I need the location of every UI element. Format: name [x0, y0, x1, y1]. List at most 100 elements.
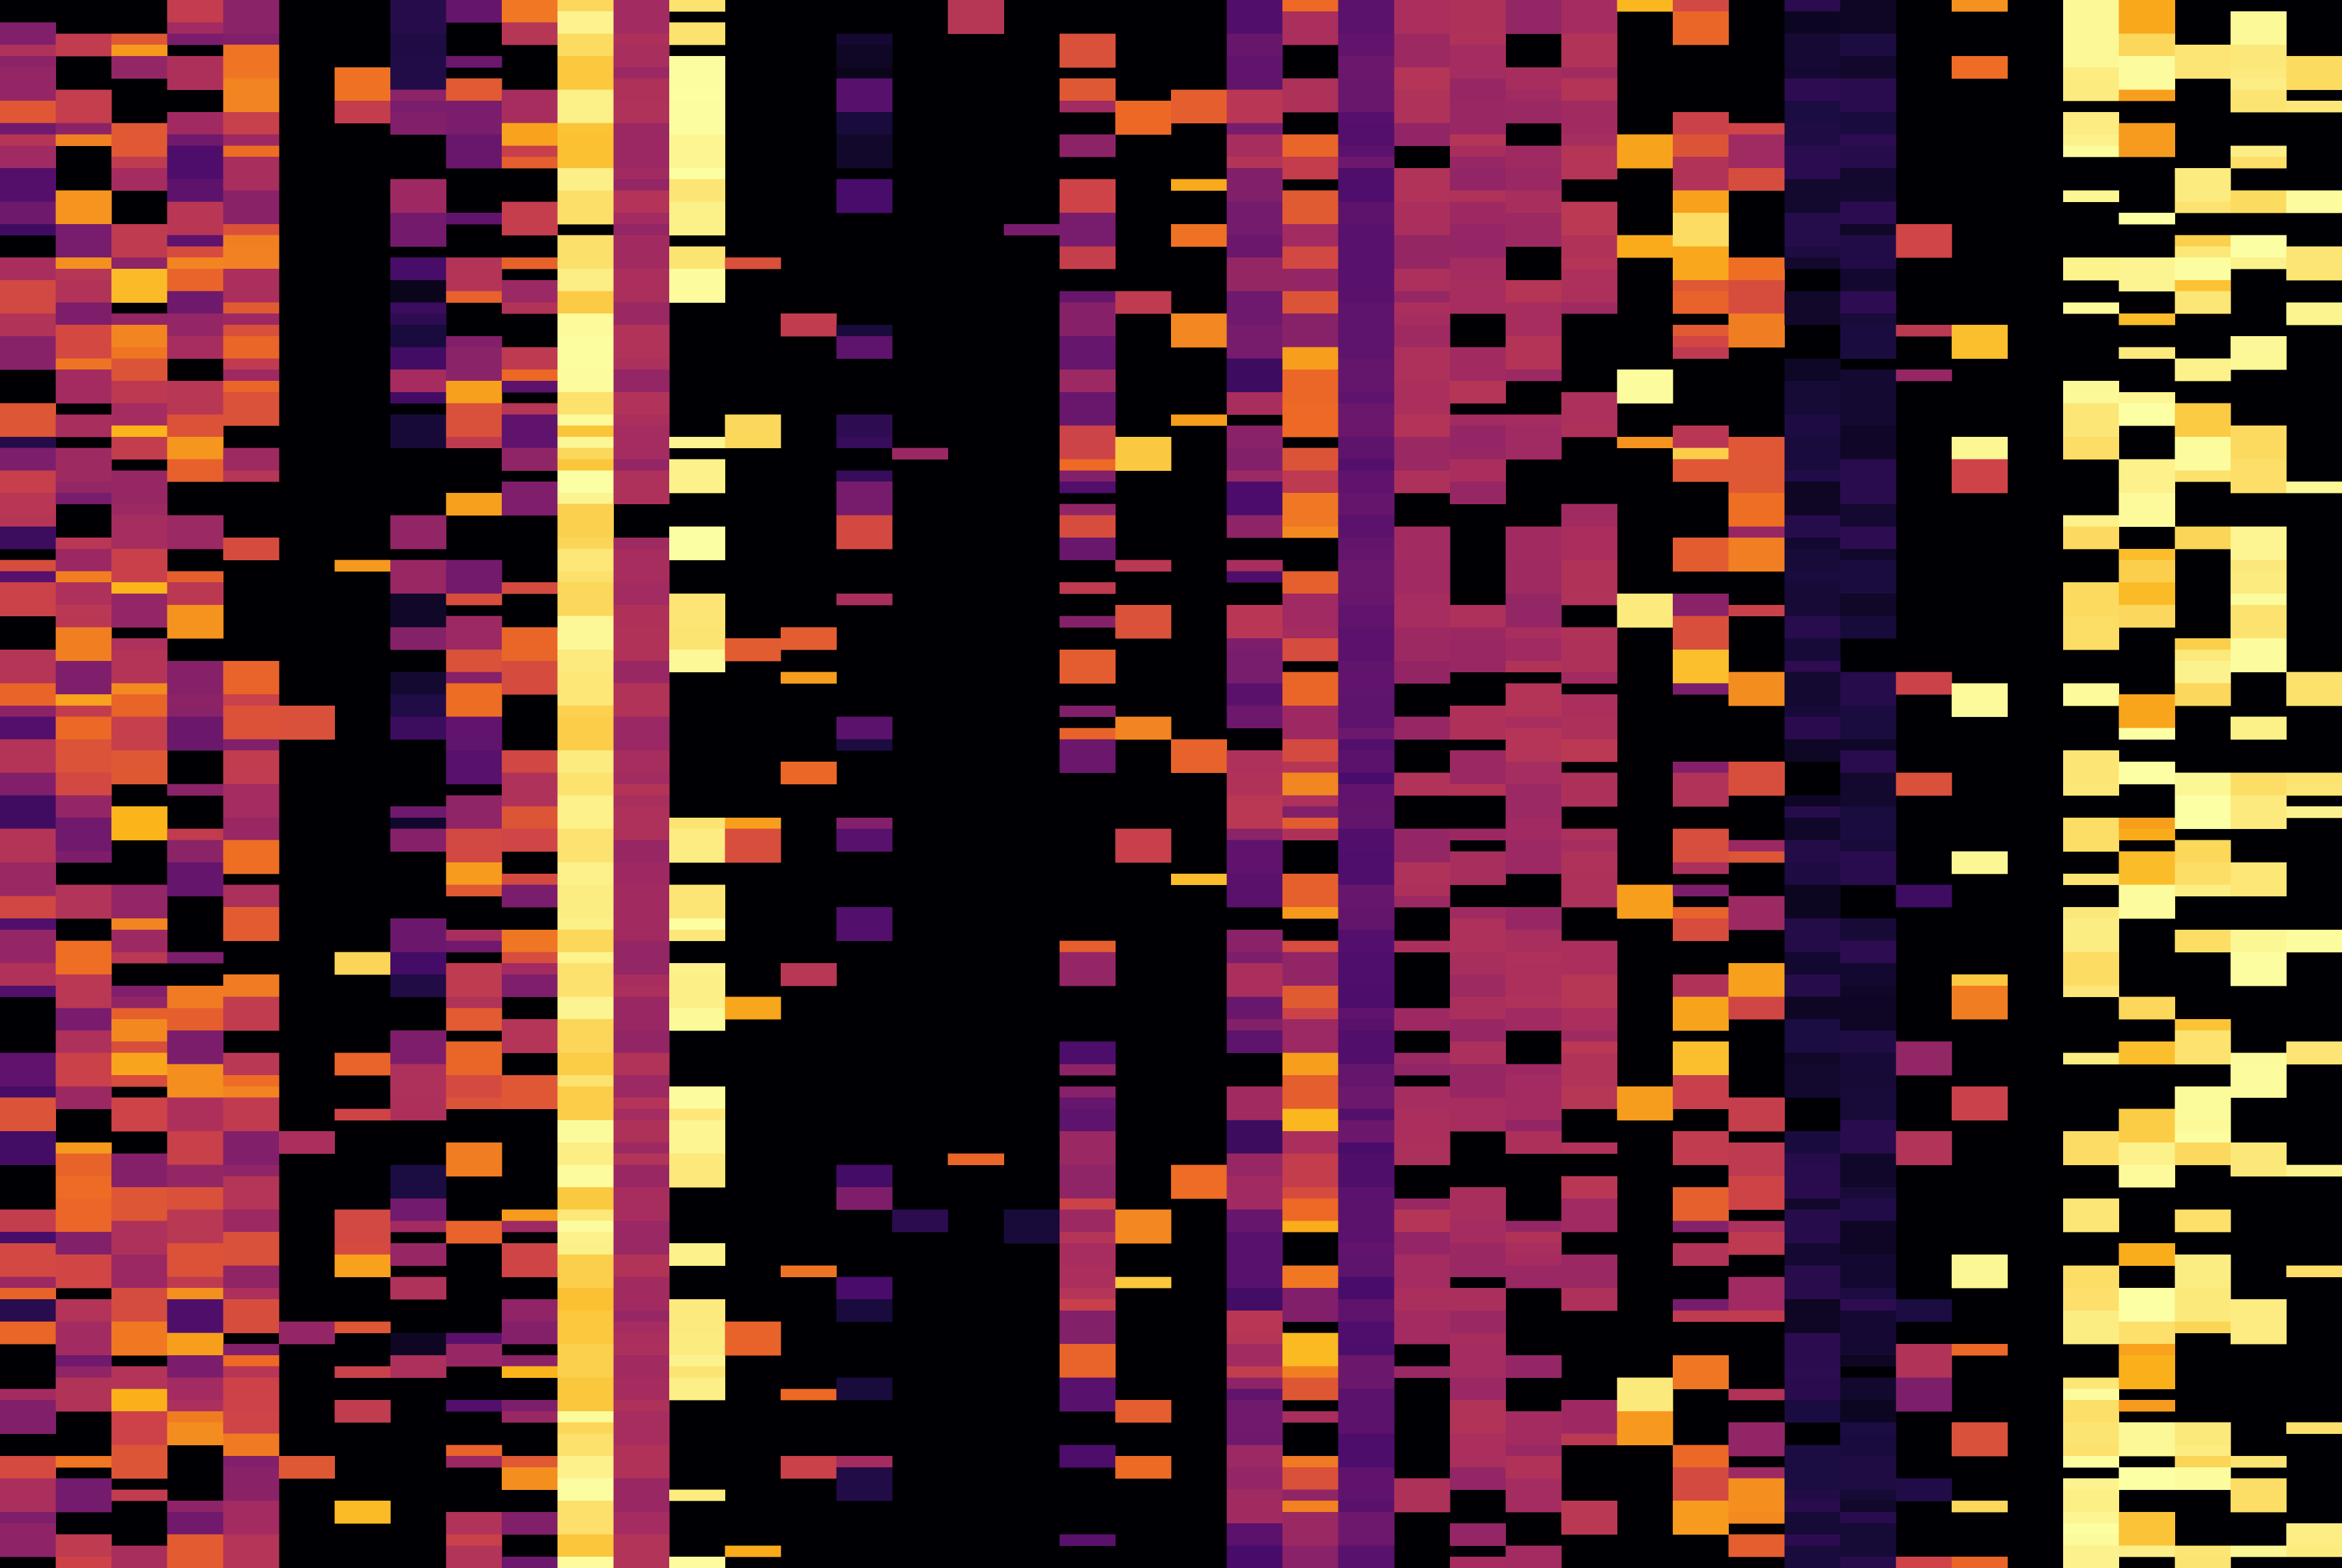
heatmap-cell [613, 840, 670, 863]
heatmap-cell [0, 257, 57, 281]
heatmap-cell [669, 101, 725, 135]
heatmap-cell [2119, 694, 2175, 729]
heatmap-cell [1394, 426, 1451, 437]
heatmap-cell [223, 1467, 280, 1501]
heatmap-cell [1059, 582, 1116, 594]
heatmap-cell [223, 1501, 280, 1535]
heatmap-cell [613, 45, 670, 68]
heatmap-cell [1673, 907, 1729, 919]
heatmap-cell [223, 269, 280, 303]
heatmap-cell [2063, 515, 2120, 527]
heatmap-cell [557, 436, 614, 449]
heatmap-cell [446, 1456, 502, 1468]
heatmap-cell [390, 560, 447, 594]
heatmap-cell [1449, 638, 1506, 673]
heatmap-cell [2063, 526, 2120, 550]
heatmap-cell [2175, 436, 2231, 471]
heatmap-cell [836, 1467, 893, 1501]
heatmap-cell [1394, 1310, 1451, 1345]
heatmap-cell [613, 369, 670, 393]
heatmap-cell [1282, 190, 1339, 225]
heatmap-cell [1226, 515, 1283, 538]
heatmap-cell [167, 604, 223, 639]
heatmap-cell [1449, 1288, 1506, 1311]
heatmap-cell [781, 963, 837, 986]
heatmap-cell [1673, 448, 1729, 460]
heatmap-cell [1505, 716, 1562, 729]
heatmap-cell [1840, 1523, 1896, 1557]
heatmap-cell [1617, 1086, 1673, 1120]
heatmap-cell [1561, 78, 1618, 101]
heatmap-cell [55, 1232, 112, 1255]
heatmap-cell [223, 1131, 280, 1165]
heatmap-cell [55, 538, 112, 550]
heatmap-cell [55, 89, 112, 124]
heatmap-cell [167, 1131, 223, 1165]
heatmap-cell [1840, 492, 1896, 505]
heatmap-cell [1505, 213, 1562, 247]
heatmap-cell [1282, 594, 1339, 628]
heatmap-cell [1059, 504, 1116, 516]
heatmap-cell [557, 1221, 614, 1232]
heatmap-cell [1561, 974, 1618, 1008]
heatmap-cell [1505, 0, 1562, 34]
heatmap-cell [1282, 817, 1339, 830]
heatmap-cell [1840, 806, 1896, 840]
heatmap-cell [2119, 1422, 2175, 1457]
heatmap-cell [1226, 257, 1283, 292]
heatmap-cell [2286, 246, 2342, 281]
heatmap-cell [2063, 302, 2120, 314]
heatmap-cell [1728, 761, 1785, 796]
heatmap-cell [1952, 1344, 2008, 1356]
heatmap-cell [1338, 246, 1394, 281]
heatmap-cell [55, 1176, 112, 1199]
heatmap-cell [1561, 201, 1618, 236]
heatmap-cell [613, 1221, 670, 1255]
heatmap-cell [1226, 1400, 1283, 1434]
heatmap-cell [557, 1456, 614, 1479]
heatmap-cell [1561, 1086, 1618, 1109]
heatmap-cell [613, 683, 670, 718]
heatmap-cell [446, 1512, 502, 1535]
heatmap-cell [1840, 111, 1896, 135]
heatmap-cell [1728, 279, 1785, 314]
heatmap-cell [502, 448, 558, 471]
heatmap-cell [55, 1456, 112, 1468]
heatmap-cell [2119, 1512, 2175, 1546]
heatmap-cell [446, 1344, 502, 1367]
heatmap-cell [446, 750, 502, 784]
heatmap-cell [2119, 257, 2175, 292]
heatmap-cell [1449, 134, 1506, 146]
heatmap-cell [1394, 828, 1451, 863]
heatmap-cell [1115, 716, 1172, 740]
heatmap-cell [613, 1478, 670, 1513]
heatmap-cell [2230, 1064, 2287, 1098]
heatmap-cell [167, 134, 223, 146]
heatmap-cell [1784, 291, 1841, 325]
heatmap-cell [1673, 111, 1729, 135]
heatmap-cell [55, 627, 112, 662]
heatmap-cell [390, 392, 447, 404]
heatmap-cell [0, 560, 57, 572]
heatmap-cell [167, 694, 223, 706]
heatmap-cell [502, 929, 558, 952]
heatmap-cell [2230, 190, 2287, 213]
heatmap-cell [1840, 1086, 1896, 1120]
heatmap-cell [2119, 728, 2175, 740]
heatmap-cell [0, 22, 57, 45]
heatmap-cell [0, 145, 57, 169]
heatmap-cell [1617, 134, 1673, 169]
heatmap-cell [2175, 649, 2231, 662]
heatmap-cell [2230, 795, 2287, 830]
heatmap-cell [0, 985, 57, 998]
heatmap-cell [1226, 1310, 1283, 1333]
heatmap-cell [1673, 1445, 1729, 1468]
heatmap-cell [390, 279, 447, 303]
heatmap-cell [223, 1165, 280, 1176]
heatmap-cell [55, 1355, 112, 1367]
heatmap-cell [1561, 235, 1618, 258]
heatmap-cell [1673, 1187, 1729, 1221]
heatmap-cell [1896, 369, 1952, 381]
heatmap-cell [1840, 1221, 1896, 1255]
heatmap-cell [223, 840, 280, 874]
